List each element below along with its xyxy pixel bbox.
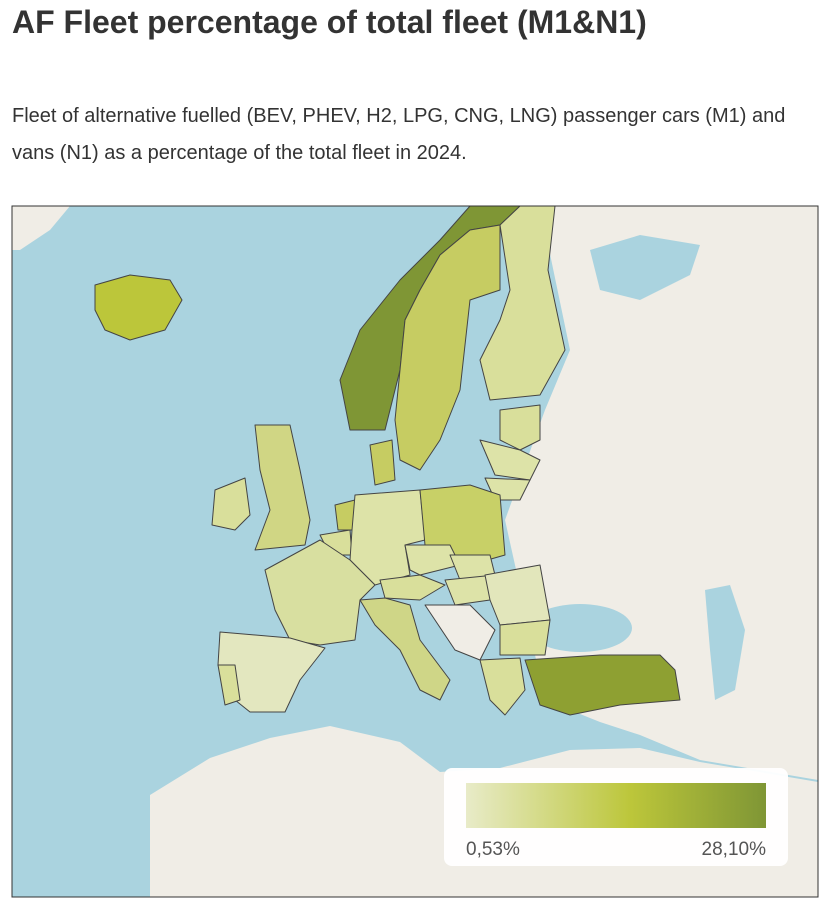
sweden <box>394 224 501 471</box>
finland <box>479 206 566 401</box>
legend-max: 28,10% <box>702 839 767 860</box>
estonia <box>499 404 541 451</box>
balkans <box>424 604 496 661</box>
bulgaria <box>499 619 551 656</box>
portugal <box>217 664 241 706</box>
denmark <box>369 439 396 486</box>
sea <box>590 235 700 300</box>
sea <box>528 604 632 652</box>
legend-gradient <box>466 783 766 828</box>
czechia <box>404 544 461 576</box>
latvia <box>479 439 541 481</box>
france <box>264 539 376 646</box>
greece <box>479 657 526 716</box>
sea <box>430 290 540 480</box>
austria <box>379 574 446 601</box>
turkey <box>524 654 681 716</box>
sea <box>705 585 745 700</box>
subtitle: Fleet of alternative fuelled (BEV, PHEV,… <box>12 105 786 164</box>
title: AF Fleet percentage of total fleet (M1&N… <box>12 4 647 40</box>
iceland <box>94 274 183 341</box>
land <box>12 206 70 250</box>
legend-min: 0,53% <box>466 839 520 860</box>
map-frame <box>11 205 819 898</box>
italy <box>359 597 451 701</box>
uk <box>254 424 311 551</box>
ireland <box>211 477 251 531</box>
